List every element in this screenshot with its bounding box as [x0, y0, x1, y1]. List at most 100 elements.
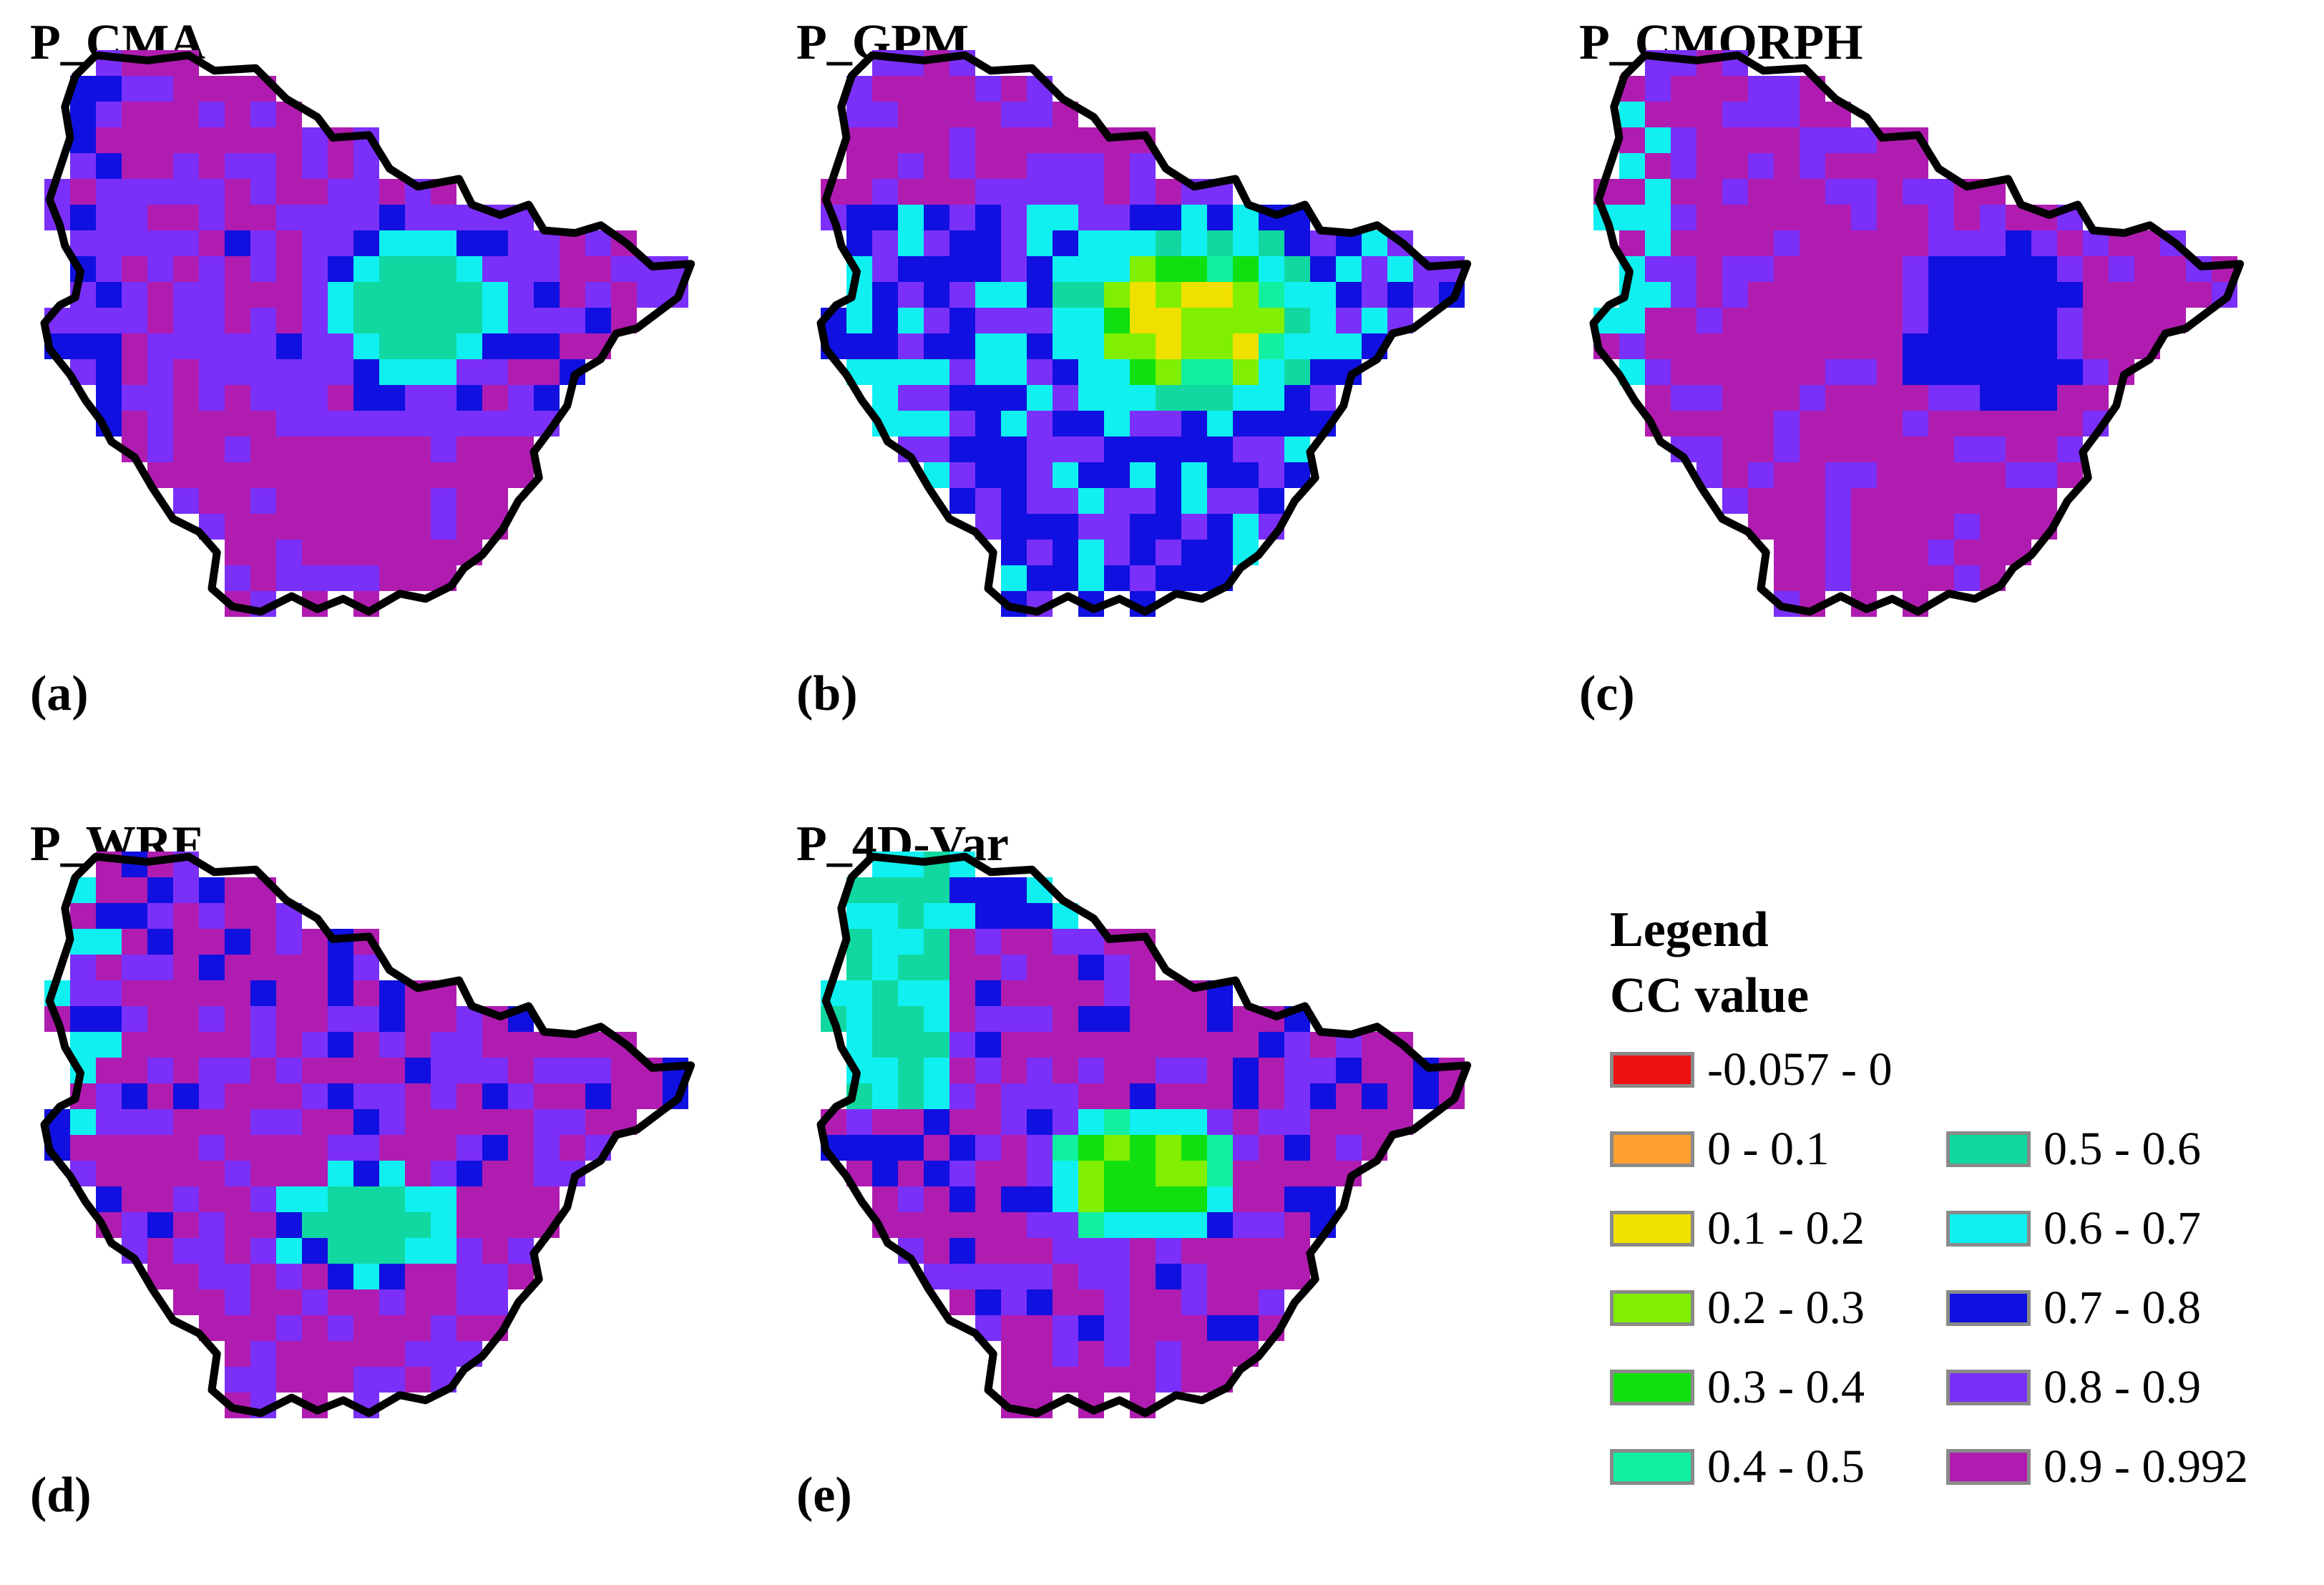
grid-cell	[1078, 385, 1104, 411]
grid-cell	[1903, 514, 1928, 540]
grid-cell	[122, 955, 147, 980]
grid-cell	[2083, 385, 2109, 411]
grid-cell	[482, 385, 508, 411]
grid-cell	[1774, 205, 1800, 230]
grid-cell	[1156, 565, 1181, 591]
grid-cell	[1903, 333, 1928, 359]
grid-cell	[1207, 1238, 1233, 1264]
grid-cell	[560, 333, 585, 359]
grid-cell	[1156, 1109, 1181, 1135]
grid-cell	[250, 903, 276, 929]
grid-cell	[1233, 333, 1259, 359]
grid-cell	[975, 877, 1001, 903]
grid-cell	[1877, 179, 1903, 205]
grid-cell	[302, 488, 328, 514]
grid-cell	[379, 256, 405, 282]
grid-cell	[898, 230, 924, 256]
grid-cell	[147, 256, 173, 282]
grid-cell	[1851, 230, 1877, 256]
grid-cell	[147, 1006, 173, 1032]
grid-cell	[173, 1212, 199, 1238]
grid-cell	[431, 230, 456, 256]
grid-cell	[975, 127, 1001, 153]
grid-cell	[456, 282, 482, 308]
grid-cell	[1027, 462, 1053, 488]
grid-cell	[1980, 256, 2006, 282]
grid-cell	[1800, 411, 1825, 437]
grid-cell	[353, 1006, 379, 1032]
grid-cell	[1903, 385, 1928, 411]
grid-cell	[975, 980, 1001, 1006]
grid-cell	[353, 1032, 379, 1058]
grid-cell	[1156, 359, 1181, 385]
grid-cell	[949, 1264, 975, 1289]
grid-cell	[96, 153, 122, 179]
grid-cell	[456, 1161, 482, 1186]
grid-cell	[560, 1058, 585, 1083]
grid-cell	[1001, 411, 1027, 437]
grid-cell	[431, 385, 456, 411]
grid-cell	[1207, 1161, 1233, 1186]
cc-grid-cells	[44, 852, 688, 1418]
grid-cell	[225, 514, 250, 540]
grid-cell	[379, 230, 405, 256]
grid-cell	[225, 488, 250, 514]
grid-cell	[276, 1212, 302, 1238]
grid-cell	[1207, 514, 1233, 540]
grid-cell	[405, 514, 431, 540]
grid-cell	[302, 955, 328, 980]
grid-cell	[2057, 359, 2083, 385]
grid-cell	[1954, 488, 1980, 514]
legend-heading: Legend	[1610, 902, 1769, 957]
grid-cell	[96, 76, 122, 102]
grid-cell	[379, 1264, 405, 1289]
legend-item: 0.2 - 0.3	[1610, 1282, 1865, 1334]
grid-cell	[1980, 359, 2006, 385]
grid-cell	[508, 1186, 534, 1212]
grid-cell	[456, 333, 482, 359]
grid-cell	[1877, 205, 1903, 230]
grid-cell	[560, 308, 585, 333]
grid-cell	[534, 1109, 560, 1135]
grid-cell	[949, 1006, 975, 1032]
grid-cell	[1877, 462, 1903, 488]
legend-label: 0.1 - 0.2	[1707, 1202, 1865, 1254]
grid-cell	[1053, 333, 1078, 359]
grid-cell	[1851, 205, 1877, 230]
grid-cell	[1181, 205, 1207, 230]
grid-cell	[250, 205, 276, 230]
grid-cell	[872, 1006, 898, 1032]
grid-cell	[1001, 385, 1027, 411]
grid-cell	[1027, 1161, 1053, 1186]
grid-cell	[508, 1109, 534, 1135]
grid-cell	[534, 359, 560, 385]
grid-cell	[431, 1264, 456, 1289]
grid-cell	[122, 903, 147, 929]
grid-cell	[1800, 179, 1825, 205]
grid-cell	[1284, 256, 1310, 282]
grid-cell	[405, 437, 431, 462]
grid-cell	[1207, 333, 1233, 359]
grid-cell	[1903, 179, 1928, 205]
grid-cell	[173, 127, 199, 153]
grid-cell	[585, 1109, 611, 1135]
grid-cell	[1954, 411, 1980, 437]
grid-cell	[353, 1341, 379, 1367]
grid-cell	[147, 437, 173, 462]
grid-cell	[96, 179, 122, 205]
grid-cell	[1800, 462, 1825, 488]
grid-cell	[1130, 1058, 1156, 1083]
grid-cell	[1001, 514, 1027, 540]
grid-cell	[225, 282, 250, 308]
grid-cell	[560, 282, 585, 308]
grid-cell	[1053, 955, 1078, 980]
grid-cell	[1130, 1238, 1156, 1264]
grid-cell	[1980, 514, 2006, 540]
grid-cell	[1671, 205, 1696, 230]
grid-cell	[1696, 127, 1722, 153]
grid-cell	[1104, 1006, 1130, 1032]
grid-cell	[1748, 127, 1774, 153]
grid-cell	[534, 308, 560, 333]
grid-cell	[225, 1186, 250, 1212]
grid-cell	[302, 205, 328, 230]
